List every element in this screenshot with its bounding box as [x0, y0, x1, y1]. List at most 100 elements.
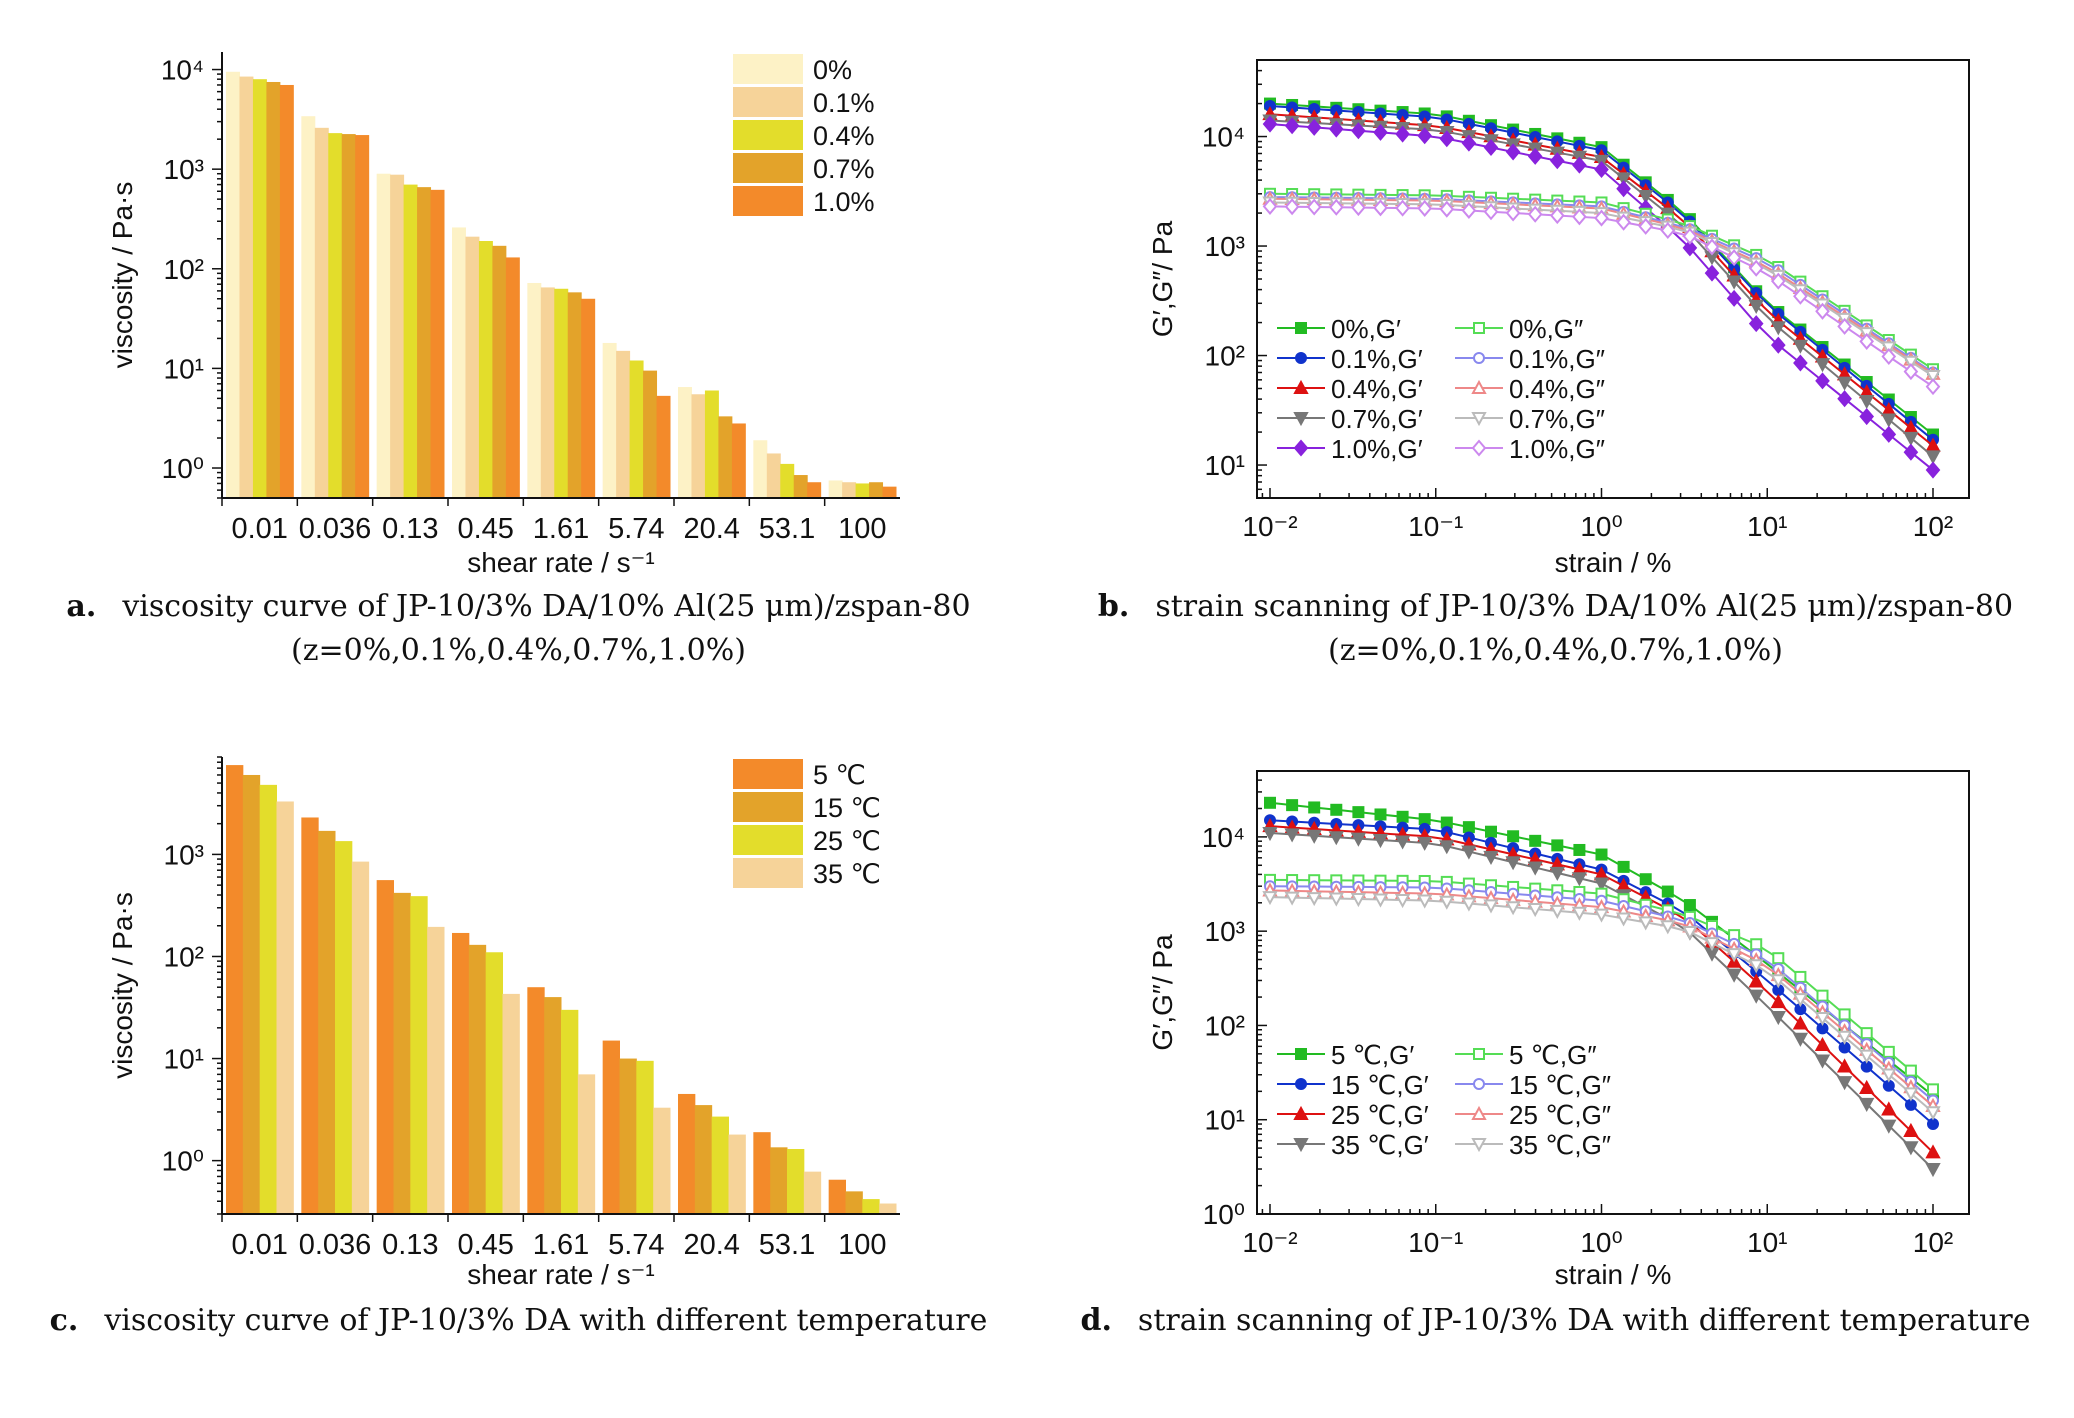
- point-b-s4-6: [1395, 125, 1410, 143]
- point-d-s3-29: [1903, 1141, 1919, 1156]
- point-b-s3-21: [1726, 275, 1742, 290]
- legend-label-a-0: 0%: [813, 55, 852, 85]
- bar-a-s4-c5: [656, 395, 671, 498]
- point-b-s9-11: [1505, 204, 1521, 222]
- legend-label-a-2: 0.4%: [813, 121, 875, 151]
- x-tick-label-d: 10⁻²: [1242, 1227, 1297, 1258]
- point-d-s3-7: [1417, 836, 1433, 851]
- point-d-s0-7: [1418, 813, 1431, 826]
- bar-a-s4-c0: [279, 84, 294, 498]
- point-d-s7-17: [1638, 916, 1654, 931]
- y-tick-label-a: 10⁰: [162, 453, 204, 484]
- point-d-s4-24: [1794, 970, 1807, 983]
- point-b-s4-16: [1616, 180, 1631, 198]
- point-d-s3-13: [1549, 866, 1565, 881]
- point-b-s9-15: [1594, 209, 1609, 227]
- bar-c-s0-c6: [678, 1093, 696, 1214]
- bar-a-s3-c5: [643, 370, 658, 498]
- legend-swatch-c-1: [733, 792, 803, 822]
- point-b-s9-30: [1925, 378, 1941, 396]
- point-b-s3-26: [1836, 376, 1853, 391]
- point-d-s7-6: [1394, 894, 1411, 909]
- point-d-s4-29: [1904, 1064, 1917, 1077]
- point-d-s0-1: [1286, 799, 1299, 812]
- point-d-s7-12: [1527, 903, 1543, 918]
- point-b-s9-10: [1483, 203, 1499, 221]
- x-tick-label-a: 1.61: [533, 513, 589, 545]
- legend-swatch-c-0: [733, 759, 803, 789]
- point-d-s3-1: [1284, 828, 1300, 843]
- bar-a-s2-c4: [554, 288, 569, 498]
- x-tick-label-d: 10¹: [1747, 1227, 1787, 1258]
- x-tick-label-a: 5.74: [608, 513, 664, 545]
- x-tick-label-b: 10¹: [1747, 511, 1787, 542]
- bar-a-s4-c7: [807, 482, 822, 498]
- point-b-s4-13: [1549, 152, 1565, 170]
- y-tick-label-d: 10¹: [1205, 1105, 1245, 1136]
- legend-d: 5 ℃,G′15 ℃,G′25 ℃,G′35 ℃,G′ 5 ℃,G″15 ℃,G″…: [1277, 1040, 1611, 1160]
- x-tick-label-b: 10²: [1913, 511, 1953, 542]
- chart-a: 10⁰ 10¹ 10² 10³ 10⁴ 0.01 0.036 0.13 0.45 1.61 5.74…: [107, 52, 900, 578]
- point-d-s7-14: [1571, 906, 1588, 921]
- y-axis-title-d: G′,G″/ Pa: [1147, 934, 1178, 1051]
- bar-a-s3-c0: [266, 81, 281, 498]
- point-d-s7-15: [1593, 908, 1610, 923]
- point-d-s3-23: [1770, 1011, 1786, 1026]
- x-tick-label-c: 5.74: [608, 1229, 664, 1261]
- point-d-s7-10: [1483, 899, 1499, 914]
- y-tick-label-d: 10³: [1205, 916, 1245, 947]
- caption-letter-a: a.: [66, 589, 97, 624]
- point-b-s9-9: [1461, 201, 1477, 219]
- point-b-s9-26: [1837, 317, 1852, 335]
- bar-c-s2-c8: [862, 1199, 880, 1214]
- bar-c-s1-c8: [845, 1191, 863, 1214]
- panel-d: 10⁻² 10⁻¹ 10⁰ 10¹ 10² 10⁰ 10¹ 10² 10³ 10⁴ strain /…: [1037, 709, 2074, 1418]
- point-b-s9-3: [1328, 198, 1344, 216]
- bar-a-s1-c7: [766, 453, 781, 498]
- point-b-s4-27: [1859, 407, 1875, 426]
- caption-letter-b: b.: [1097, 589, 1130, 624]
- point-d-s2-24: [1792, 1015, 1809, 1030]
- y-tick-label-a: 10³: [164, 154, 204, 185]
- bar-c-s2-c0: [259, 784, 277, 1214]
- point-d-s3-25: [1814, 1054, 1831, 1069]
- point-b-s9-13: [1549, 207, 1565, 225]
- point-d-s2-28: [1881, 1101, 1897, 1116]
- point-d-s7-25: [1814, 1011, 1831, 1027]
- point-d-s4-28: [1882, 1045, 1895, 1058]
- bar-a-s0-c0: [226, 71, 240, 499]
- legend-label-b-8: 0.7%,G″: [1509, 404, 1605, 434]
- y-tick-label-d: 10²: [1205, 1010, 1245, 1041]
- bar-c-s3-c1: [351, 861, 370, 1214]
- legend-label-c-1: 15 ℃: [813, 793, 881, 823]
- point-b-s4-12: [1527, 147, 1543, 165]
- x-tick-label-c: 20.4: [683, 1229, 739, 1261]
- point-d-s3-4: [1350, 832, 1367, 847]
- legend-swatch-a-1: [733, 87, 803, 117]
- series-b-4: [1262, 115, 1941, 479]
- legend-label-b-5: 0%,G″: [1509, 314, 1583, 344]
- x-tick-label-c: 0.13: [382, 1229, 438, 1261]
- y-tick-label-a: 10⁴: [161, 55, 204, 86]
- caption-a-line2: (z=0%,0.1%,0.4%,0.7%,1.0%): [291, 633, 746, 668]
- y-tick-label-c: 10⁰: [162, 1146, 204, 1177]
- bar-c-s2-c4: [561, 1009, 579, 1214]
- legend-label-b-3: 0.7%,G′: [1331, 404, 1423, 434]
- point-b-s4-26: [1837, 390, 1852, 408]
- point-d-s7-16: [1615, 912, 1632, 927]
- bar-c-s0-c4: [527, 987, 545, 1214]
- legend-label-c-3: 35 ℃: [813, 859, 881, 889]
- bar-c-s0-c3: [452, 932, 470, 1214]
- point-d-s3-24: [1792, 1032, 1809, 1047]
- point-d-s7-18: [1660, 920, 1676, 935]
- legend-label-d-0: 5 ℃,G′: [1331, 1040, 1414, 1070]
- point-b-s8-28: [1881, 341, 1897, 356]
- bar-c-s3-c2: [427, 926, 445, 1214]
- legend-label-d-5: 15 ℃,G″: [1509, 1070, 1611, 1100]
- panel-c: 10⁰ 10¹ 10² 10³ 0.01 0.036 0.13 0.45 1.61 5.74 20.…: [0, 709, 1037, 1418]
- legend-c: 5 ℃15 ℃25 ℃35 ℃: [733, 759, 881, 889]
- bar-c-s0-c0: [226, 765, 244, 1214]
- bar-c-s0-c8: [828, 1179, 846, 1214]
- bar-c-s3-c5: [653, 1107, 671, 1214]
- bar-a-s1-c0: [239, 76, 254, 498]
